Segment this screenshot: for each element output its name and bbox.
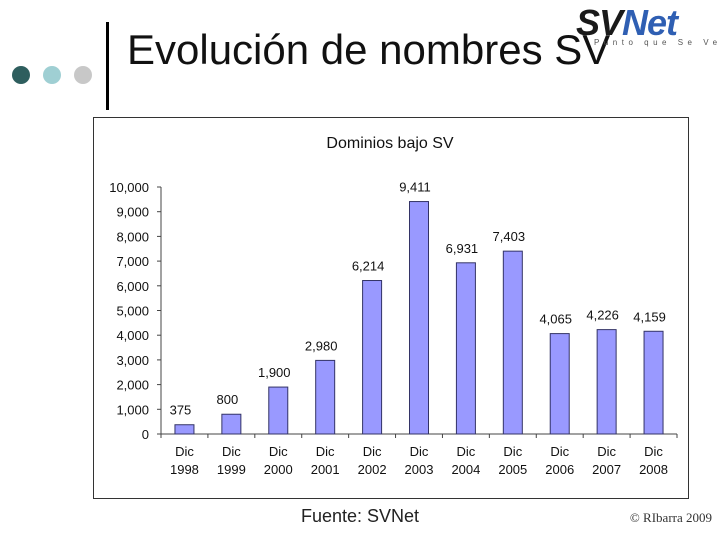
- logo-net-text: Net: [622, 2, 678, 43]
- bar-dic-2005: [502, 250, 523, 435]
- bar-chart: Dominios bajo SV 0 1,000 2,000 3,000 4,000 5,0…: [109, 135, 678, 477]
- bar-dic-2003: [409, 201, 429, 435]
- y-tick-label: 2,000: [116, 378, 149, 393]
- decorative-dots: [12, 66, 102, 86]
- y-tick-label: 10,000: [109, 180, 149, 195]
- y-tick-label: 9,000: [116, 205, 149, 220]
- source-caption: Fuente: SVNet: [300, 506, 420, 526]
- bar-dic-2006: [549, 333, 570, 435]
- x-tick-label-month: Dic: [363, 444, 382, 459]
- x-tick-label-month: Dic: [175, 444, 194, 459]
- y-tick-label: 7,000: [116, 254, 149, 269]
- value-label: 7,403: [493, 229, 526, 244]
- bar-dic-1998: [174, 424, 195, 435]
- value-label: 4,159: [633, 309, 666, 324]
- y-tick-label: 6,000: [116, 279, 149, 294]
- x-tick-label-year: 2008: [639, 462, 668, 477]
- dot-gray: [74, 66, 92, 84]
- y-tick-label: 5,000: [116, 304, 149, 319]
- bar-dic-2001: [315, 359, 336, 435]
- value-label: 4,065: [539, 312, 572, 327]
- title-divider: [106, 22, 109, 110]
- svnet-logo: SVNet Punto que Se Ve: [572, 2, 720, 54]
- logo-tagline: Punto que Se Ve: [594, 38, 720, 47]
- value-label: 375: [170, 403, 192, 418]
- value-label: 6,214: [352, 259, 385, 274]
- copyright-text: © RIbarra 2009: [629, 510, 712, 525]
- x-tick-label-year: 2005: [498, 462, 527, 477]
- bar-dic-2004: [455, 262, 476, 435]
- y-tick-label: 4,000: [116, 328, 149, 343]
- chart-title: Dominios bajo SV: [326, 135, 454, 152]
- bar-dic-1999: [221, 413, 242, 435]
- x-tick-label-year: 2007: [592, 462, 621, 477]
- x-tick-label-year: 1998: [170, 462, 199, 477]
- x-tick-label-month: Dic: [316, 444, 335, 459]
- value-label: 9,411: [399, 180, 431, 195]
- chart-frame: [93, 117, 689, 499]
- x-tick-label-year: 2003: [405, 462, 434, 477]
- value-label: 4,226: [586, 308, 619, 323]
- value-label: 1,900: [258, 365, 291, 380]
- x-tick-label-year: 1999: [217, 462, 246, 477]
- x-tick-label-month: Dic: [457, 444, 476, 459]
- bar-dic-2008: [643, 330, 664, 435]
- x-tick-label-year: 2004: [451, 462, 480, 477]
- bar-dic-2002: [362, 280, 383, 435]
- x-tick-label-month: Dic: [550, 444, 569, 459]
- logo-sv-text: SV: [576, 2, 623, 43]
- x-tick-label-year: 2002: [358, 462, 387, 477]
- value-label: 6,931: [446, 241, 479, 256]
- x-tick-label-month: Dic: [644, 444, 663, 459]
- x-tick-label-year: 2000: [264, 462, 293, 477]
- y-tick-label: 1,000: [116, 402, 149, 417]
- x-tick-label-month: Dic: [597, 444, 616, 459]
- dot-teal: [43, 66, 61, 84]
- value-label: 2,980: [305, 338, 338, 353]
- bar-dic-2000: [268, 386, 289, 435]
- dot-dark: [12, 66, 30, 84]
- y-tick-label: 8,000: [116, 229, 149, 244]
- x-tick-label-year: 2001: [311, 462, 340, 477]
- x-tick-label-month: Dic: [410, 444, 429, 459]
- y-tick-label: 0: [142, 427, 149, 442]
- x-tick-label-year: 2006: [545, 462, 574, 477]
- x-tick-label-month: Dic: [269, 444, 288, 459]
- x-tick-label-month: Dic: [503, 444, 522, 459]
- value-label: 800: [217, 392, 239, 407]
- slide-title: Evolución de nombres SV: [127, 26, 611, 73]
- y-tick-label: 3,000: [116, 353, 149, 368]
- x-tick-label-month: Dic: [222, 444, 241, 459]
- bar-dic-2007: [596, 329, 617, 435]
